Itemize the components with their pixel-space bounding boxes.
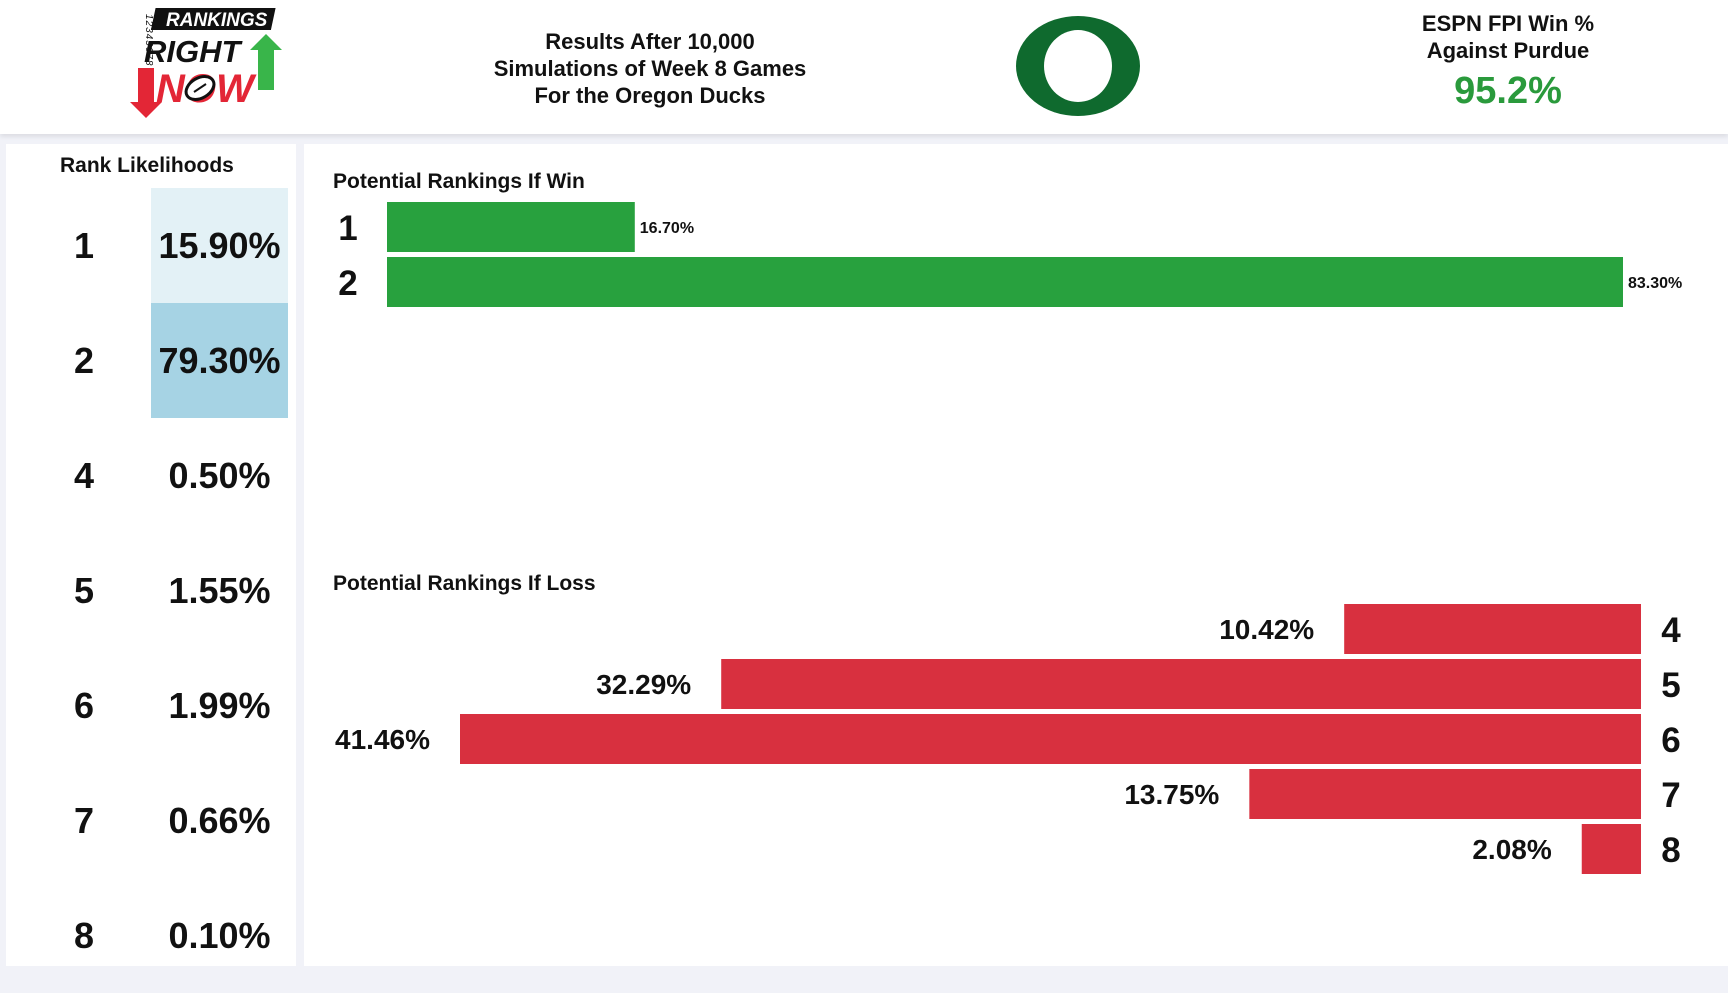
up-arrow-icon <box>250 34 282 90</box>
rank-likelihood-row: 1 15.90% <box>6 188 296 303</box>
rank-likelihood-row: 6 1.99% <box>6 648 296 763</box>
rank-likelihood-row: 2 79.30% <box>6 303 296 418</box>
simulation-title-line: For the Oregon Ducks <box>534 83 766 108</box>
loss-bar-rank-label: 4 <box>1661 611 1681 650</box>
loss-bar <box>460 714 1641 764</box>
loss-bar-value-label: 32.29% <box>596 669 691 700</box>
rank-number: 4 <box>74 455 95 496</box>
simulation-title-line: Results After 10,000 <box>545 29 755 54</box>
potential-rankings-panel: Potential Rankings If Win Potential Rank… <box>304 144 1728 966</box>
rank-likelihoods-panel: Rank Likelihoods 1 15.90% 2 79.30% 4 0.50% 5 1.… <box>6 144 296 966</box>
rank-probability-cell: 0.50% <box>168 455 271 496</box>
rank-number: 7 <box>74 800 95 841</box>
rank-likelihood-row: 8 0.10% <box>6 878 296 993</box>
win-bar-value-label: 83.30% <box>1628 275 1682 292</box>
fpi-block: ESPN FPI Win % Against Purdue 95.2% <box>1380 10 1636 113</box>
logo-side-numbers: 12345678 <box>143 14 154 67</box>
rank-number: 1 <box>74 225 95 266</box>
fpi-value: 95.2% <box>1454 70 1562 112</box>
loss-bar <box>1249 769 1641 819</box>
logo-word-right: RIGHT <box>144 34 244 69</box>
simulation-title: Results After 10,000 Simulations of Week… <box>440 28 860 109</box>
logo-word-rankings: RANKINGS <box>166 10 268 31</box>
down-arrow-icon <box>130 68 162 118</box>
win-bar <box>387 202 635 252</box>
loss-bar-value-label: 2.08% <box>1472 834 1551 865</box>
rank-number: 8 <box>74 915 95 956</box>
loss-bar <box>721 659 1641 709</box>
win-bar-value-label: 16.70% <box>640 220 694 237</box>
fpi-label-line: ESPN FPI Win % <box>1421 11 1595 36</box>
loss-bar-rank-label: 6 <box>1661 721 1680 760</box>
rank-likelihood-row: 4 0.50% <box>6 418 296 533</box>
rank-probability-cell: 79.30% <box>151 303 288 418</box>
rank-number: 5 <box>74 570 95 611</box>
rank-number: 2 <box>74 340 95 381</box>
fpi-label-line: Against Purdue <box>1426 38 1590 63</box>
rank-likelihood-row: 7 0.66% <box>6 763 296 878</box>
loss-bar-rank-label: 8 <box>1661 831 1680 870</box>
loss-bar-value-label: 13.75% <box>1124 779 1219 810</box>
win-bar-rank-label: 2 <box>338 264 357 303</box>
loss-bar <box>1581 824 1641 874</box>
rank-probability-cell: 0.10% <box>168 915 271 956</box>
rank-number: 6 <box>74 685 95 726</box>
header-bar: RANKINGS 12345678 RIGHT NOW Results Afte… <box>0 0 1728 134</box>
win-chart-title: Potential Rankings If Win <box>333 170 585 193</box>
rank-likelihoods-title: Rank Likelihoods <box>60 154 234 177</box>
simulation-title-line: Simulations of Week 8 Games <box>493 56 807 81</box>
loss-bar <box>1344 604 1641 654</box>
oregon-o-logo-icon <box>1016 16 1140 116</box>
win-bar <box>387 257 1623 307</box>
loss-chart-title: Potential Rankings If Loss <box>333 572 596 595</box>
rank-probability-cell: 1.99% <box>168 685 271 726</box>
loss-bar-rank-label: 7 <box>1661 776 1680 815</box>
rank-likelihood-row: 5 1.55% <box>6 533 296 648</box>
win-bar-rank-label: 1 <box>338 209 357 248</box>
fpi-label: ESPN FPI Win % Against Purdue <box>1380 10 1636 64</box>
rank-probability-cell: 15.90% <box>151 188 288 303</box>
rank-probability-cell: 0.66% <box>168 800 271 841</box>
loss-bar-value-label: 41.46% <box>335 724 430 755</box>
loss-bar-value-label: 10.42% <box>1219 614 1314 645</box>
loss-bar-rank-label: 5 <box>1661 666 1680 705</box>
rankings-right-now-logo: RANKINGS 12345678 RIGHT NOW <box>130 8 282 118</box>
rankings-bar-charts: 1 16.70% 2 83.30% 4 10.42% 5 32.29% 6 41.46% 7 13.7… <box>335 202 1682 874</box>
rank-probability-cell: 1.55% <box>168 570 271 611</box>
